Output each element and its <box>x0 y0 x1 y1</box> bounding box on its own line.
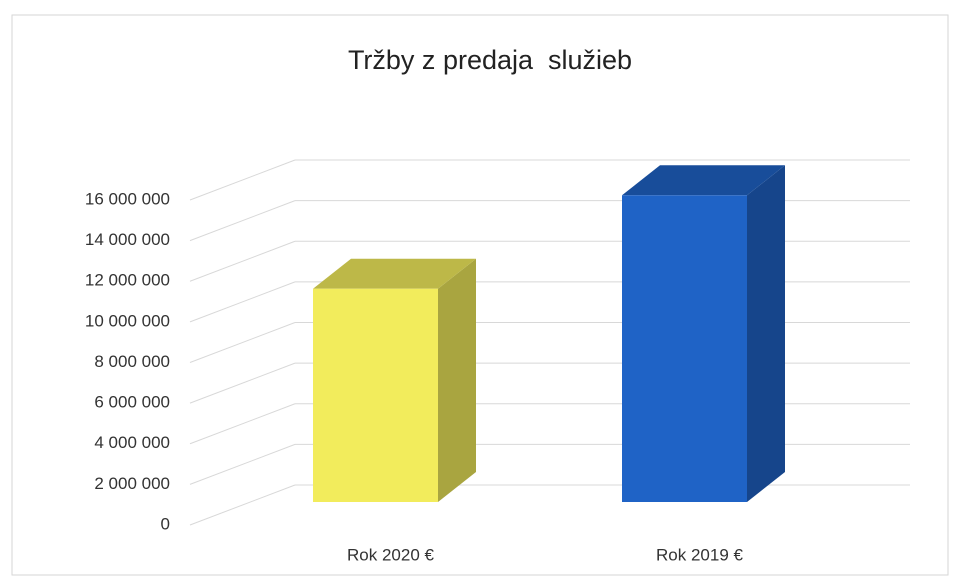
x-tick-label: Rok 2019 € <box>656 545 743 564</box>
y-tick-label: 0 <box>161 514 170 533</box>
bar-top <box>313 258 476 289</box>
grid-line <box>189 403 296 445</box>
grid-line <box>189 159 296 201</box>
chart-title: Tržby z predaja služieb <box>348 45 632 75</box>
y-tick-label: 4 000 000 <box>94 433 170 452</box>
y-tick-label: 16 000 000 <box>85 189 170 208</box>
x-tick-label: Rok 2020 € <box>347 545 434 564</box>
y-tick-label: 8 000 000 <box>94 352 170 371</box>
grid-line <box>189 362 296 404</box>
grid-line <box>189 240 296 282</box>
grid-line <box>189 281 296 323</box>
bar-side <box>747 165 785 502</box>
bar <box>622 195 747 502</box>
grid-line <box>189 484 296 526</box>
y-tick-label: 14 000 000 <box>85 230 170 249</box>
bar <box>313 288 438 502</box>
grid-line <box>189 443 296 485</box>
y-tick-label: 6 000 000 <box>94 393 170 412</box>
grid-line <box>189 200 296 242</box>
y-tick-label: 2 000 000 <box>94 474 170 493</box>
bar-top <box>622 165 785 196</box>
grid-line <box>189 322 296 363</box>
y-tick-label: 10 000 000 <box>85 311 170 330</box>
y-tick-label: 12 000 000 <box>85 271 170 290</box>
chart-frame <box>11 14 949 576</box>
bar-side <box>438 258 476 502</box>
